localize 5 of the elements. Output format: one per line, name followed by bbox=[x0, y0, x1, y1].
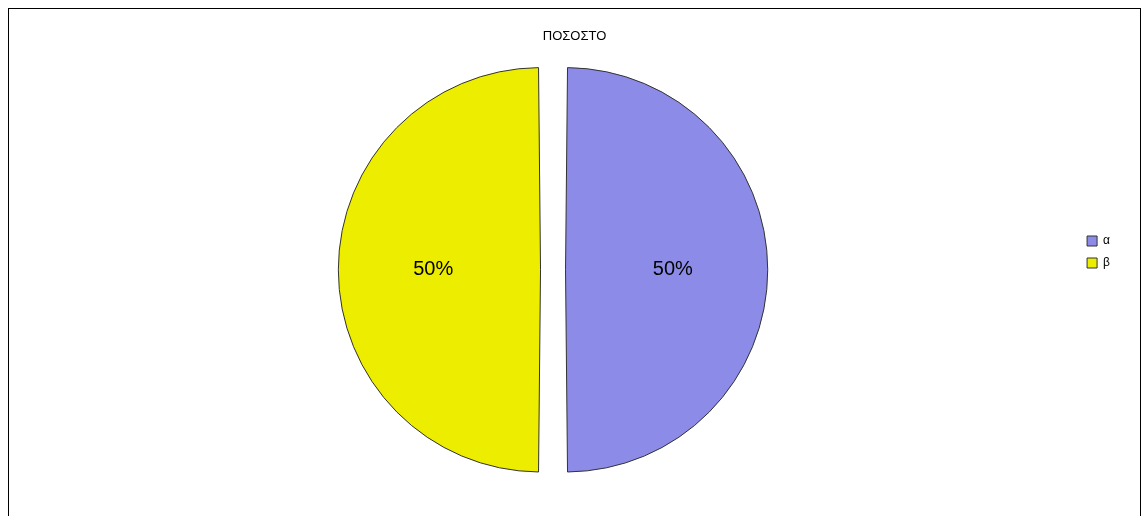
data-label: 50% bbox=[652, 257, 694, 280]
chart-title: ΠΟΣΟΣΤΟ bbox=[542, 28, 607, 44]
legend-label: α bbox=[1103, 233, 1111, 248]
data-label: 50% bbox=[413, 257, 454, 280]
legend-label: β bbox=[1103, 255, 1111, 270]
